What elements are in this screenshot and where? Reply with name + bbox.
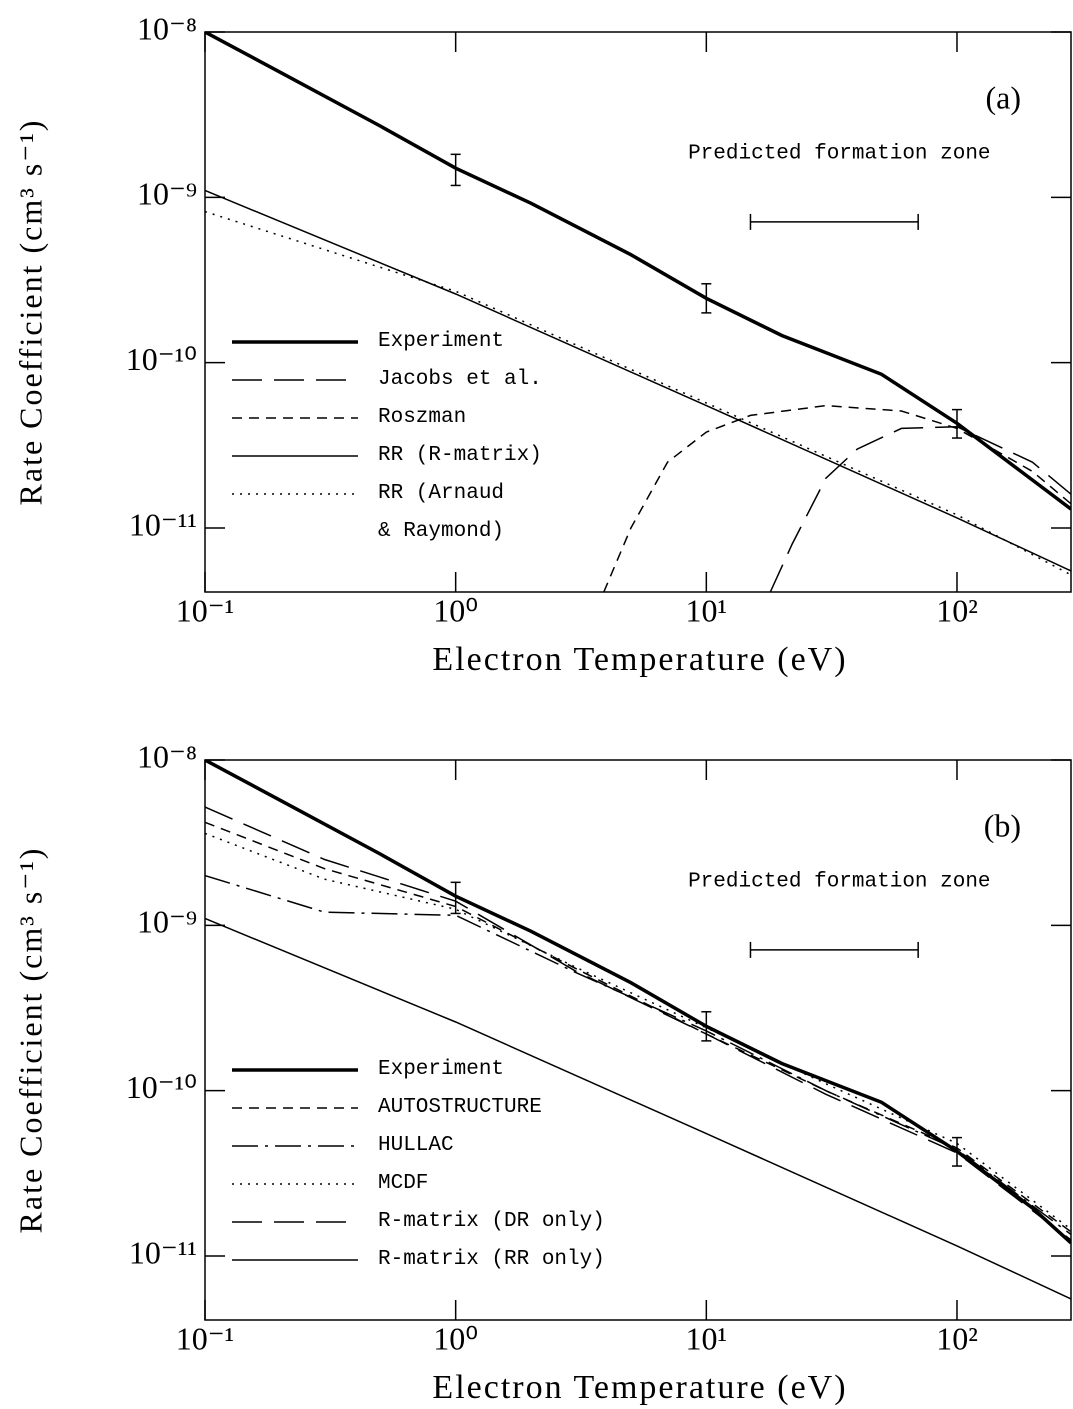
series-line: [205, 760, 1071, 1245]
y-tick-label: 10⁻¹¹: [129, 506, 197, 542]
series-line: [205, 210, 1071, 576]
x-axis-label: Electron Temperature (eV): [432, 641, 847, 678]
series-line: [205, 917, 1071, 1300]
series-line: [205, 874, 1071, 1236]
x-tick-label: 10⁰: [433, 1320, 478, 1356]
x-axis-label: Electron Temperature (eV): [432, 1369, 847, 1406]
legend-label: HULLAC: [378, 1134, 454, 1157]
legend-label: Experiment: [378, 1058, 505, 1081]
y-axis-label: Rate Coefficient (cm³ s⁻¹): [12, 119, 48, 506]
legend-label: AUTOSTRUCTURE: [378, 1096, 542, 1119]
legend-label: R-matrix (DR only): [378, 1210, 605, 1233]
legend-label: MCDF: [378, 1172, 429, 1195]
legend-label: Experiment: [378, 330, 505, 353]
legend-label: Jacobs et al.: [378, 368, 542, 391]
y-tick-label: 10⁻⁸: [137, 10, 197, 46]
plot-lines: [205, 760, 1071, 1300]
y-tick-label: 10⁻¹¹: [129, 1234, 197, 1270]
series-line: [603, 404, 1071, 592]
series-line: [205, 32, 1071, 511]
x-tick-label: 10²: [936, 1320, 978, 1356]
legend-label: Roszman: [378, 406, 467, 429]
zone-label: Predicted formation zone: [688, 143, 990, 166]
series-line: [205, 806, 1071, 1241]
series-line: [205, 189, 1071, 572]
zone-label: Predicted formation zone: [688, 871, 990, 894]
x-tick-label: 10¹: [686, 1320, 728, 1356]
plot-lines: [205, 32, 1071, 592]
y-axis-label: Rate Coefficient (cm³ s⁻¹): [12, 847, 48, 1234]
x-tick-label: 10²: [936, 592, 978, 628]
y-tick-label: 10⁻⁹: [137, 904, 197, 940]
series-line: [769, 425, 1071, 592]
x-tick-label: 10¹: [686, 592, 728, 628]
panel-label: (a): [985, 79, 1021, 115]
legend-label: RR (R-matrix): [378, 444, 542, 467]
legend-label: R-matrix (RR only): [378, 1248, 605, 1271]
x-tick-label: 10⁰: [433, 592, 478, 628]
legend-label: RR (Arnaud & Raymond): [378, 482, 505, 543]
x-tick-label: 10⁻¹: [176, 592, 234, 628]
x-tick-label: 10⁻¹: [176, 1320, 234, 1356]
panel-label: (b): [984, 807, 1021, 843]
y-tick-label: 10⁻¹⁰: [126, 1069, 197, 1105]
y-tick-label: 10⁻¹⁰: [126, 341, 197, 377]
plot-frame: [204, 31, 1072, 593]
y-tick-label: 10⁻⁸: [137, 738, 197, 774]
plot-frame: [204, 759, 1072, 1321]
y-tick-label: 10⁻⁹: [137, 176, 197, 212]
